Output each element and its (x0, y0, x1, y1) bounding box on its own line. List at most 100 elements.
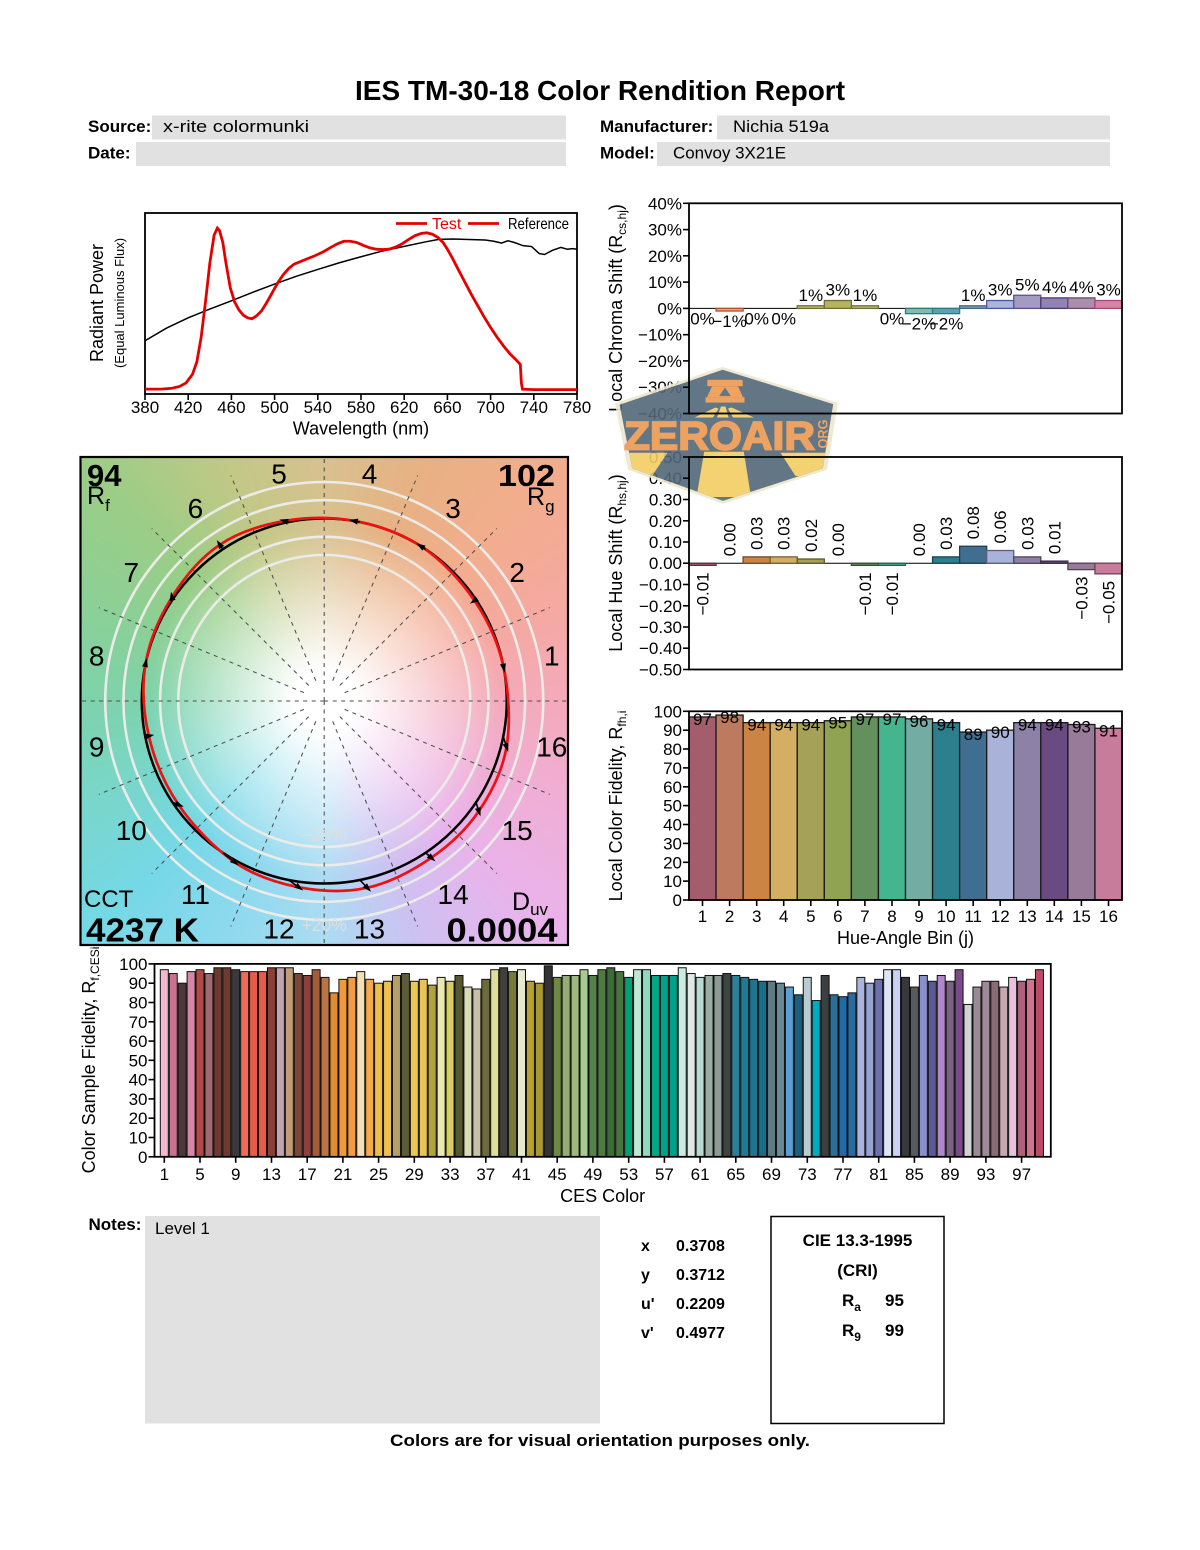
svg-text:Model:: Model: (600, 144, 655, 163)
svg-text:40: 40 (129, 1071, 148, 1090)
svg-text:0.30: 0.30 (649, 491, 682, 510)
svg-text:14: 14 (438, 879, 469, 910)
svg-text:−0.10: −0.10 (639, 576, 682, 595)
svg-text:12: 12 (991, 907, 1010, 926)
svg-text:70: 70 (129, 1013, 148, 1032)
svg-text:93: 93 (1072, 718, 1091, 737)
svg-text:Local Hue Shift (Rhs,hj): Local Hue Shift (Rhs,hj) (606, 474, 629, 651)
svg-text:IES TM-30-18 Color Rendition R: IES TM-30-18 Color Rendition Report (355, 75, 845, 106)
svg-text:94: 94 (774, 716, 793, 735)
svg-text:−20%: −20% (638, 352, 682, 371)
svg-text:97: 97 (855, 710, 874, 729)
svg-text:Wavelength (nm): Wavelength (nm) (293, 419, 429, 439)
svg-text:8: 8 (887, 907, 896, 926)
svg-text:0: 0 (673, 891, 682, 910)
svg-text:93: 93 (976, 1165, 995, 1184)
svg-text:16: 16 (1099, 907, 1118, 926)
svg-text:−0.01: −0.01 (694, 572, 713, 615)
svg-text:0.00: 0.00 (649, 554, 682, 573)
svg-text:7: 7 (124, 557, 140, 588)
svg-text:69: 69 (762, 1165, 781, 1184)
svg-text:80: 80 (663, 740, 682, 759)
svg-text:25: 25 (369, 1165, 388, 1184)
svg-text:15: 15 (502, 815, 533, 846)
svg-text:60: 60 (129, 1032, 148, 1051)
svg-text:13: 13 (1018, 907, 1037, 926)
svg-text:94: 94 (747, 716, 766, 735)
svg-text:3%: 3% (826, 281, 851, 300)
svg-text:R9: R9 (842, 1321, 861, 1344)
svg-text:0.10: 0.10 (649, 533, 682, 552)
svg-text:94: 94 (87, 458, 122, 493)
svg-text:30: 30 (663, 834, 682, 853)
svg-text:−0.50: −0.50 (639, 661, 682, 680)
svg-text:0: 0 (138, 1148, 147, 1167)
svg-text:0.3712: 0.3712 (676, 1267, 725, 1284)
svg-text:0%: 0% (880, 309, 905, 328)
svg-text:1: 1 (544, 641, 560, 672)
svg-text:2: 2 (725, 907, 734, 926)
svg-text:97: 97 (883, 710, 902, 729)
svg-text:0.3708: 0.3708 (676, 1238, 725, 1255)
svg-text:−1%: −1% (712, 312, 747, 331)
svg-text:420: 420 (174, 398, 202, 417)
svg-text:Local Color Fidelity, Rfh,i: Local Color Fidelity, Rfh,i (606, 711, 629, 902)
svg-text:3%: 3% (1096, 281, 1121, 300)
svg-text:Local Chroma Shift (Rcs,hj): Local Chroma Shift (Rcs,hj) (606, 204, 629, 412)
svg-text:0.00: 0.00 (829, 523, 848, 556)
svg-text:x-rite colormunki: x-rite colormunki (163, 117, 309, 136)
svg-text:−0.30: −0.30 (639, 618, 682, 637)
svg-text:10: 10 (129, 1129, 148, 1148)
svg-text:37: 37 (476, 1165, 495, 1184)
svg-text:0.01: 0.01 (1045, 521, 1064, 554)
svg-text:100: 100 (119, 955, 147, 974)
svg-text:0.02: 0.02 (802, 519, 821, 552)
svg-text:0.03: 0.03 (1018, 517, 1037, 550)
svg-text:97: 97 (693, 710, 712, 729)
svg-text:0.0004: 0.0004 (447, 912, 559, 949)
svg-text:94: 94 (1045, 716, 1064, 735)
svg-text:+20%: +20% (302, 915, 347, 935)
svg-text:Colors are for visual orientat: Colors are for visual orientation purpos… (390, 1431, 810, 1450)
svg-text:41: 41 (512, 1165, 531, 1184)
svg-text:6: 6 (188, 493, 204, 524)
svg-text:81: 81 (869, 1165, 888, 1184)
svg-text:0.03: 0.03 (748, 517, 767, 550)
svg-text:9: 9 (914, 907, 923, 926)
svg-text:77: 77 (834, 1165, 853, 1184)
svg-text:Test: Test (432, 216, 462, 233)
svg-text:65: 65 (726, 1165, 745, 1184)
svg-text:Reference: Reference (508, 216, 569, 233)
svg-text:49: 49 (583, 1165, 602, 1184)
svg-text:89: 89 (941, 1165, 960, 1184)
svg-text:40%: 40% (648, 194, 682, 213)
svg-text:0.08: 0.08 (964, 506, 983, 539)
svg-text:4%: 4% (1042, 278, 1067, 297)
svg-text:Source:: Source: (88, 117, 151, 136)
svg-text:15: 15 (1072, 907, 1091, 926)
svg-text:100: 100 (654, 702, 682, 721)
svg-text:0.06: 0.06 (991, 510, 1010, 543)
svg-text:4237 K: 4237 K (86, 912, 199, 949)
svg-text:0%: 0% (744, 309, 769, 328)
svg-text:14: 14 (1045, 907, 1064, 926)
svg-text:0.2209: 0.2209 (676, 1296, 725, 1313)
svg-text:Nichia 519a: Nichia 519a (733, 117, 830, 136)
svg-text:2: 2 (509, 557, 525, 588)
svg-text:97: 97 (1012, 1165, 1031, 1184)
svg-text:3%: 3% (988, 281, 1013, 300)
svg-text:60: 60 (663, 778, 682, 797)
svg-text:4: 4 (362, 459, 378, 490)
svg-text:94: 94 (1018, 716, 1037, 735)
svg-text:u': u' (641, 1296, 655, 1313)
svg-text:380: 380 (131, 398, 159, 417)
svg-text:1: 1 (160, 1165, 169, 1184)
svg-text:90: 90 (663, 721, 682, 740)
svg-text:0%: 0% (771, 309, 796, 328)
svg-text:90: 90 (991, 723, 1010, 742)
svg-text:−2%: −2% (902, 315, 937, 334)
svg-text:620: 620 (390, 398, 418, 417)
svg-text:5: 5 (271, 459, 287, 490)
svg-text:17: 17 (298, 1165, 317, 1184)
svg-text:98: 98 (720, 708, 739, 727)
